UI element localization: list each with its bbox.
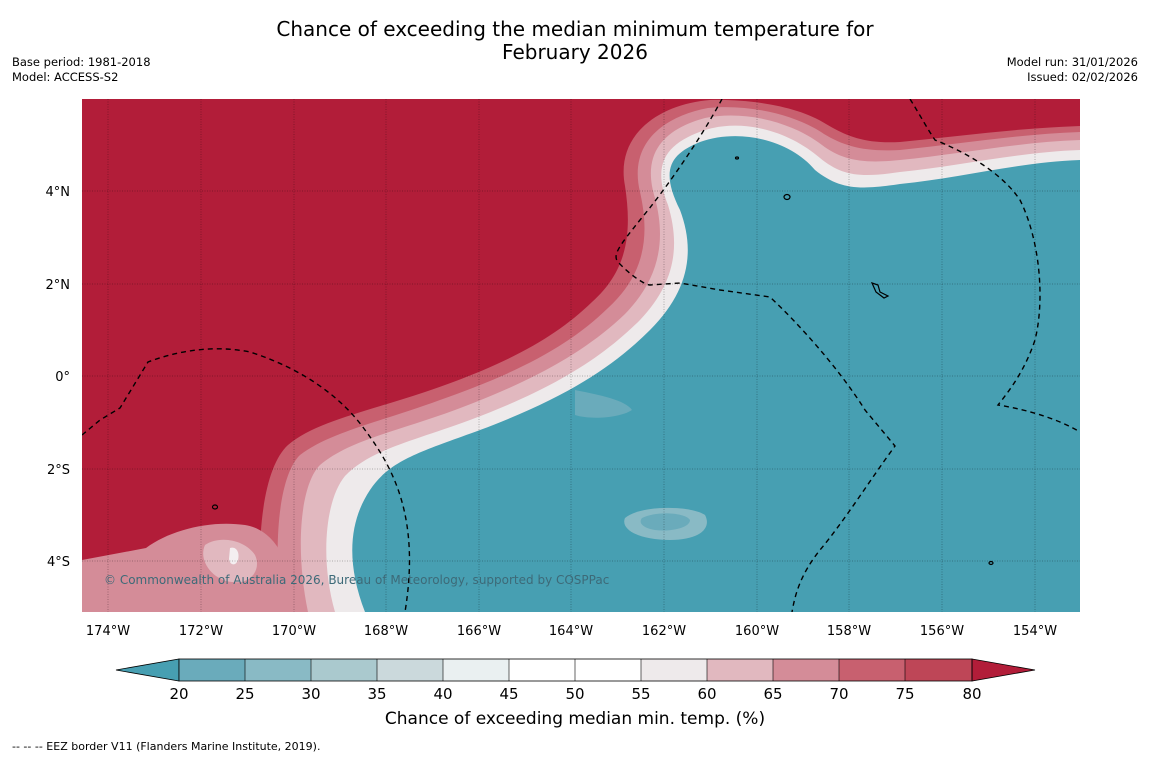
island: [783, 193, 791, 201]
lon-label: 154°W: [1013, 624, 1057, 639]
colorbar-tick: 70: [829, 685, 848, 703]
lat-label: 4°S: [47, 555, 70, 570]
map-field: © Commonwealth of Australia 2026, Bureau…: [82, 99, 1080, 612]
island: [734, 156, 740, 160]
meta-right: Model run: 31/01/2026 Issued: 02/02/2026: [1007, 55, 1138, 85]
colorbar-tick: 65: [763, 685, 782, 703]
colorbar-tick: 75: [895, 685, 914, 703]
copyright-credit: © Commonwealth of Australia 2026, Bureau…: [104, 573, 609, 587]
lat-label: 2°N: [46, 278, 71, 293]
colorbar-segment: [377, 659, 443, 681]
colorbar-outline: [178, 658, 973, 682]
colorbar-tick: 50: [565, 685, 584, 703]
warm-lobe-sw-white: [229, 547, 239, 565]
colorbar-segment: [641, 659, 707, 681]
colorbar-tick: 45: [499, 685, 518, 703]
lon-label: 160°W: [735, 624, 779, 639]
meta-left: Base period: 1981-2018 Model: ACCESS-S2: [12, 55, 151, 85]
gridlines: [82, 99, 1080, 612]
colorbar-tick: 30: [301, 685, 320, 703]
colorbar-segment: [179, 659, 245, 681]
warm-lobe-sw-band: [82, 523, 300, 612]
eez-footnote: -- -- -- EEZ border V11 (Flanders Marine…: [12, 740, 321, 753]
issued-date: Issued: 02/02/2026: [1027, 70, 1138, 84]
colorbar: 20 25 30 35 40 45 50 55 60 65 70 75 80: [115, 658, 1036, 703]
cold-patch-core: [640, 513, 690, 531]
title-line-2: February 2026: [502, 40, 648, 64]
lat-label: 4°N: [46, 185, 71, 200]
lat-label: 2°S: [47, 463, 70, 478]
eez-border: [82, 348, 411, 612]
island: [211, 504, 219, 510]
lon-axis-labels: 174°W 172°W 170°W 168°W 166°W 164°W 162°…: [86, 624, 1057, 639]
lon-label: 174°W: [86, 624, 130, 639]
colorbar-dividers: [244, 659, 906, 681]
colorbar-max-arrow: [971, 658, 1036, 682]
colorbar-segment: [311, 659, 377, 681]
lon-label: 156°W: [920, 624, 964, 639]
lon-label: 166°W: [457, 624, 501, 639]
lon-label: 172°W: [179, 624, 223, 639]
colorbar-segment: [839, 659, 905, 681]
islands: [211, 156, 994, 566]
colorbar-min-arrow: [115, 658, 180, 682]
lon-label: 158°W: [827, 624, 871, 639]
model-name: Model: ACCESS-S2: [12, 70, 119, 84]
island: [988, 560, 994, 566]
lon-label: 164°W: [549, 624, 593, 639]
colorbar-segment: [245, 659, 311, 681]
warm-region: [82, 99, 1080, 612]
lon-label: 162°W: [642, 624, 686, 639]
model-run: Model run: 31/01/2026: [1006, 55, 1138, 69]
colorbar-label: Chance of exceeding median min. temp. (%…: [384, 709, 766, 729]
map-title: Chance of exceeding the median minimum t…: [0, 18, 1150, 64]
base-period: Base period: 1981-2018: [12, 55, 151, 69]
colorbar-segment: [773, 659, 839, 681]
colorbar-tick: 60: [697, 685, 716, 703]
colorbar-segment: [575, 659, 641, 681]
lat-axis-labels: 4°N 2°N 0° 2°S 4°S: [46, 185, 71, 570]
colorbar-tick: 20: [169, 685, 188, 703]
lat-label: 0°: [55, 370, 70, 385]
colorbar-tick: 55: [631, 685, 650, 703]
eez-border: [909, 99, 1080, 433]
colorbar-segment: [509, 659, 575, 681]
lon-label: 170°W: [272, 624, 316, 639]
cold-patch-2: [575, 390, 632, 418]
colorbar-tick: 35: [367, 685, 386, 703]
colorbar-segment: [707, 659, 773, 681]
colorbar-tick: 80: [962, 685, 981, 703]
colorbar-segment: [905, 659, 972, 681]
island-group: [870, 282, 890, 299]
colorbar-tick: 25: [235, 685, 254, 703]
colorbar-segment: [443, 659, 509, 681]
colorbar-tick: 40: [433, 685, 452, 703]
lon-label: 168°W: [364, 624, 408, 639]
title-line-1: Chance of exceeding the median minimum t…: [276, 17, 874, 41]
eez-borders: [82, 99, 1080, 612]
eez-border: [615, 99, 896, 612]
